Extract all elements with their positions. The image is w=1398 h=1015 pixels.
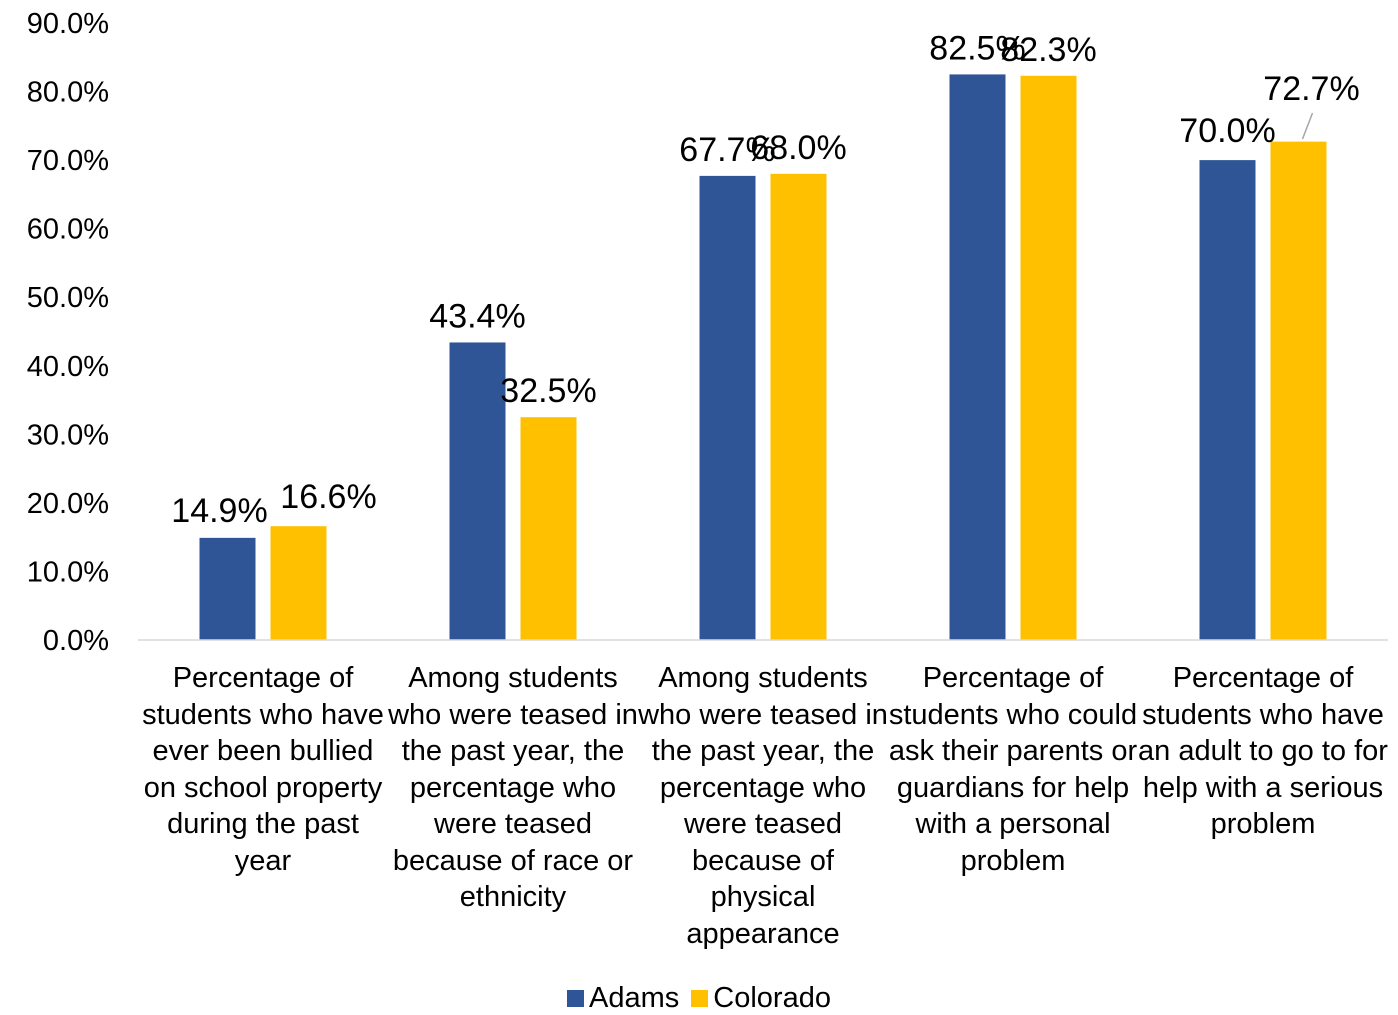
y-tick-label: 60.0% xyxy=(27,214,109,246)
category-label-4: Percentage of students who could ask the… xyxy=(888,662,1138,877)
legend-item-adams: Adams xyxy=(567,982,679,1015)
legend-swatch-adams xyxy=(567,990,585,1007)
data-labels: 14.9% 16.6% 43.4% 32.5% 67.7%68.0% 82.5%82.3%… xyxy=(171,29,1359,530)
bar-colorado-3 xyxy=(770,173,827,641)
y-axis-ticks: 0.0% 10.0% 20.0% 30.0% 40.0% 50.0% 60.0% 70.0% 8… xyxy=(27,8,109,657)
data-label-colorado-1: 16.6% xyxy=(280,478,376,516)
leader-line xyxy=(1301,112,1314,140)
bar-colorado-4 xyxy=(1020,75,1077,640)
data-label-colorado-3: 68.0% xyxy=(750,129,846,167)
legend-label-colorado: Colorado xyxy=(713,982,831,1014)
y-tick-label: 10.0% xyxy=(27,556,109,588)
category-label-3: Among students who were teased in the pa… xyxy=(638,662,888,950)
bar-adams-1 xyxy=(199,537,256,640)
category-label-5: Percentage of students who have an adult… xyxy=(1138,662,1388,840)
legend-swatch-colorado xyxy=(691,990,709,1007)
bar-adams-3 xyxy=(699,175,756,640)
bar-adams-2 xyxy=(449,342,506,640)
legend-item-colorado: Colorado xyxy=(691,982,831,1015)
legend: Adams Colorado xyxy=(0,982,1398,1015)
y-tick-label: 90.0% xyxy=(27,8,109,40)
bar-adams-5 xyxy=(1199,160,1256,640)
y-tick-label: 50.0% xyxy=(27,282,109,314)
data-label-colorado-5: 72.7% xyxy=(1263,70,1359,108)
data-label-adams-3: 67.7% xyxy=(679,131,775,169)
y-tick-label: 70.0% xyxy=(27,145,109,177)
y-tick-label: 30.0% xyxy=(27,419,109,451)
bar-adams-4 xyxy=(949,74,1006,640)
y-tick-label: 40.0% xyxy=(27,351,109,383)
category-label-1: Percentage of students who have ever bee… xyxy=(142,662,384,877)
bar-colorado-1 xyxy=(270,526,327,640)
bar-colorado-2 xyxy=(520,417,577,640)
category-label-2: Among students who were teased in the pa… xyxy=(388,662,638,913)
y-tick-label: 80.0% xyxy=(27,77,109,109)
data-label-colorado-2: 32.5% xyxy=(500,372,596,410)
y-tick-label: 0.0% xyxy=(43,625,109,657)
data-label-colorado-4: 82.3% xyxy=(1000,31,1096,69)
data-label-adams-4: 82.5% xyxy=(929,29,1025,67)
data-label-adams-1: 14.9% xyxy=(171,492,267,530)
data-label-adams-5: 70.0% xyxy=(1179,112,1275,150)
bars xyxy=(199,74,1327,641)
data-label-adams-2: 43.4% xyxy=(429,297,525,335)
bar-colorado-5 xyxy=(1270,141,1327,640)
legend-label-adams: Adams xyxy=(589,982,680,1014)
y-tick-label: 20.0% xyxy=(27,488,109,520)
